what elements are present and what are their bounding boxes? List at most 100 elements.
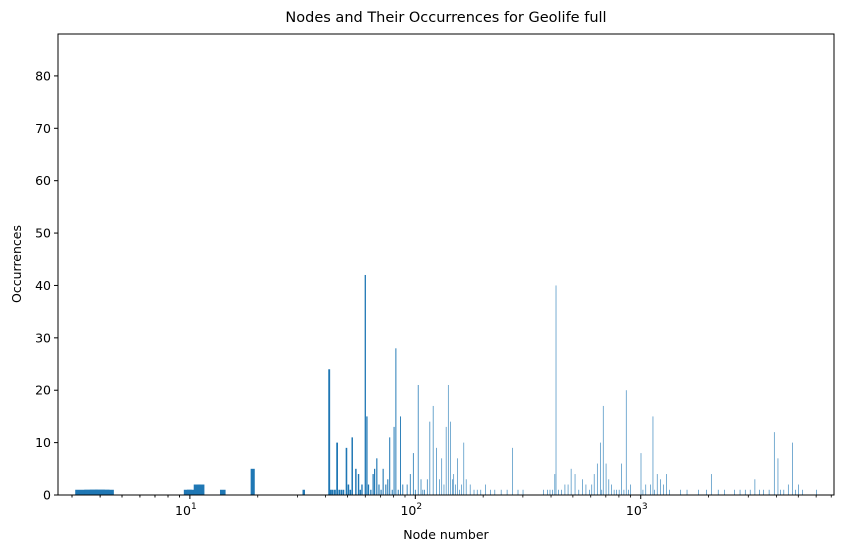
bar xyxy=(500,489,502,495)
bar xyxy=(798,484,799,495)
bar xyxy=(447,384,449,495)
bar xyxy=(334,489,336,495)
bar xyxy=(459,489,460,495)
bar xyxy=(95,489,114,495)
bar xyxy=(787,484,789,495)
bar xyxy=(414,489,416,495)
bar xyxy=(367,484,370,495)
bar xyxy=(349,489,352,495)
bar xyxy=(654,489,655,495)
bar xyxy=(512,447,514,495)
bar xyxy=(397,489,399,495)
bar xyxy=(522,489,524,495)
bar xyxy=(424,489,425,495)
bar xyxy=(749,489,751,495)
bar xyxy=(605,463,607,495)
bar xyxy=(364,274,366,495)
bar xyxy=(660,479,661,495)
bar xyxy=(436,447,437,495)
bar xyxy=(555,285,557,495)
bar xyxy=(420,479,422,495)
chart-title: Nodes and Their Occurrences for Geolife … xyxy=(285,10,606,26)
bar xyxy=(628,489,629,495)
bar xyxy=(549,489,551,495)
bar xyxy=(476,489,478,495)
bar xyxy=(374,468,376,495)
bar xyxy=(744,489,746,495)
bar xyxy=(642,489,644,495)
plot-frame xyxy=(57,33,835,496)
bar xyxy=(652,416,654,495)
bar xyxy=(342,489,345,495)
bar xyxy=(490,489,491,495)
bar xyxy=(378,484,380,495)
bar xyxy=(593,474,595,495)
bar xyxy=(578,489,580,495)
bar xyxy=(302,489,305,495)
bar xyxy=(630,484,631,495)
y-tick-label: 40 xyxy=(35,278,51,293)
bar xyxy=(376,458,378,495)
bar xyxy=(710,474,712,495)
bar xyxy=(558,489,559,495)
bar xyxy=(656,474,658,495)
bar xyxy=(391,489,393,495)
bar xyxy=(219,489,226,495)
bar xyxy=(567,484,569,495)
bar xyxy=(395,348,397,495)
bars xyxy=(75,274,817,495)
bar xyxy=(366,416,368,495)
bar xyxy=(443,484,445,495)
bar xyxy=(417,384,419,495)
bar xyxy=(426,479,428,495)
bar xyxy=(457,458,458,495)
bar xyxy=(552,489,553,495)
bar xyxy=(186,489,195,495)
bar xyxy=(601,489,603,495)
bar xyxy=(385,484,387,495)
bar xyxy=(621,463,622,495)
bar xyxy=(564,484,566,495)
bar xyxy=(596,463,598,495)
bar xyxy=(372,474,374,495)
bar xyxy=(359,489,361,495)
bar xyxy=(795,489,796,495)
bar xyxy=(783,489,785,495)
bar xyxy=(554,474,556,495)
bar xyxy=(331,489,334,495)
bar xyxy=(680,489,682,495)
bar xyxy=(616,489,617,495)
bar xyxy=(591,484,593,495)
bar xyxy=(461,484,462,495)
bar xyxy=(494,489,496,495)
bar xyxy=(599,442,601,495)
bar xyxy=(340,489,343,495)
bar xyxy=(453,474,455,495)
bar xyxy=(370,489,372,495)
bar xyxy=(706,489,707,495)
y-tick-label: 70 xyxy=(35,121,51,136)
bar xyxy=(439,479,440,495)
bar xyxy=(506,489,508,495)
bar xyxy=(336,442,338,495)
bar xyxy=(645,484,647,495)
bar xyxy=(347,484,350,495)
x-tick-label: 102 xyxy=(400,502,422,518)
bar xyxy=(409,474,411,495)
bar xyxy=(613,489,615,495)
bar xyxy=(441,458,443,495)
bar xyxy=(517,489,519,495)
bar xyxy=(602,405,604,495)
y-tick-label: 30 xyxy=(35,330,51,345)
bar xyxy=(193,484,201,495)
bar xyxy=(465,479,467,495)
bar xyxy=(574,474,576,495)
x-tick-label: 103 xyxy=(626,502,648,518)
bar xyxy=(328,369,331,495)
bar xyxy=(452,479,453,495)
bar xyxy=(355,468,357,495)
bar xyxy=(650,484,651,495)
bar xyxy=(432,405,434,495)
bar xyxy=(792,442,793,495)
bar xyxy=(543,489,544,495)
